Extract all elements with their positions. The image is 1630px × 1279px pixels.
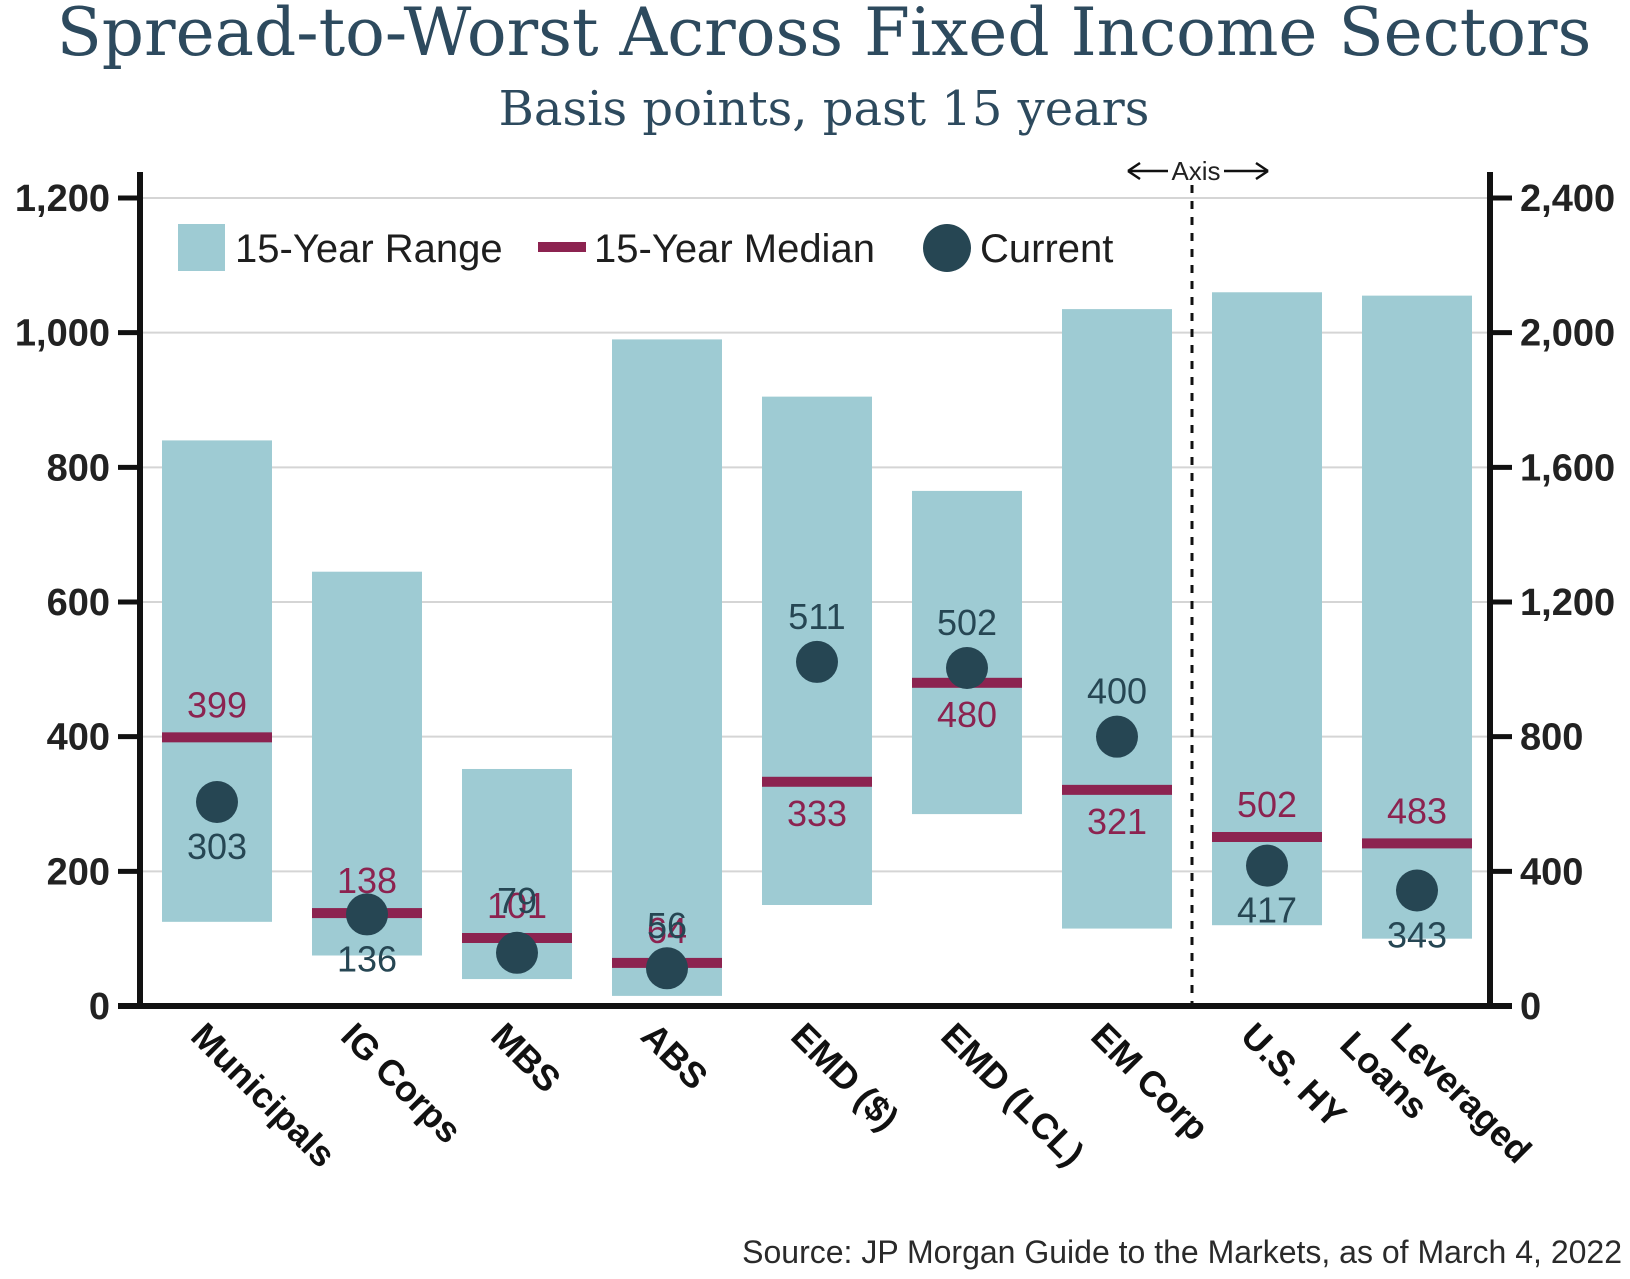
current-marker <box>346 893 388 936</box>
left-tick-label: 600 <box>47 582 110 624</box>
median-line <box>1362 838 1472 849</box>
current-label: 56 <box>647 905 687 946</box>
current-marker <box>496 931 538 974</box>
left-tick-label: 200 <box>47 851 110 893</box>
median-label: 138 <box>337 860 397 901</box>
current-label: 511 <box>788 596 845 637</box>
median-label: 399 <box>187 684 247 725</box>
current-marker <box>646 947 688 990</box>
right-tick-label: 2,000 <box>1520 313 1615 355</box>
category-label: EMD (LCL) <box>933 1015 1092 1174</box>
axis-note-label: Axis <box>1171 156 1220 186</box>
median-label: 64 <box>647 910 687 951</box>
right-tick-label: 1,200 <box>1520 582 1615 624</box>
range-bar <box>1062 309 1172 929</box>
median-line <box>162 732 272 743</box>
current-label: 400 <box>1087 671 1147 712</box>
right-tick-label: 800 <box>1520 717 1583 759</box>
chart-title: Spread-to-Worst Across Fixed Income Sect… <box>57 0 1592 71</box>
current-marker <box>946 646 988 689</box>
legend-current-marker <box>923 224 971 272</box>
median-line <box>1212 831 1322 842</box>
left-tick-label: 0 <box>89 986 110 1028</box>
left-tick-label: 1,200 <box>15 178 110 220</box>
median-label: 480 <box>937 694 997 735</box>
median-line <box>762 776 872 787</box>
legend-median-label: 15-Year Median <box>594 227 875 271</box>
legend-current-label: Current <box>980 227 1113 271</box>
range-bar <box>1362 295 1472 939</box>
left-tick-label: 1,000 <box>15 313 110 355</box>
axes: 0 200 400 600 800 1,000 1,200 0 400 800 1,200 1,600… <box>15 172 1615 1028</box>
category-label: LeveragedLoans <box>1332 993 1539 1200</box>
range-bar <box>312 571 422 956</box>
median-label: 502 <box>1237 784 1297 825</box>
right-tick-label: 400 <box>1520 851 1583 893</box>
right-tick-label: 1,600 <box>1520 447 1615 489</box>
category-label: MBS <box>483 1015 569 1101</box>
axis-note: Axis <box>1127 156 1269 186</box>
current-marker <box>196 780 238 823</box>
category-label: IG Corps <box>333 1015 469 1151</box>
current-label: 79 <box>497 880 537 921</box>
category-label: Municipals <box>183 1015 344 1176</box>
current-label: 303 <box>187 826 247 867</box>
category-label: U.S. HY <box>1233 1015 1354 1136</box>
right-tick-label: 2,400 <box>1520 178 1615 220</box>
category-label: ABS <box>633 1015 716 1098</box>
legend-median-swatch <box>538 242 586 252</box>
median-line <box>1062 784 1172 795</box>
left-tick-label: 400 <box>47 717 110 759</box>
right-tick-label: 0 <box>1520 986 1541 1028</box>
median-label: 483 <box>1387 790 1447 831</box>
range-bar <box>162 440 272 922</box>
current-marker <box>1246 844 1288 887</box>
legend-range-label: 15-Year Range <box>235 227 503 271</box>
range-bar <box>612 339 722 996</box>
legend-range-swatch <box>178 224 225 271</box>
median-label: 321 <box>1087 801 1147 842</box>
current-marker <box>1396 869 1438 912</box>
range-bar <box>1212 292 1322 926</box>
category-label: EM Corp <box>1083 1015 1217 1149</box>
current-marker <box>796 640 838 683</box>
current-marker <box>1096 715 1138 758</box>
left-tick-label: 800 <box>47 447 110 489</box>
median-label: 333 <box>787 793 847 834</box>
current-label: 502 <box>937 602 997 643</box>
current-label: 343 <box>1387 915 1447 956</box>
median-label: 101 <box>487 885 547 926</box>
current-label: 136 <box>337 938 397 979</box>
chart-subtitle: Basis points, past 15 years <box>499 81 1150 137</box>
source-note: Source: JP Morgan Guide to the Markets, … <box>742 1234 1622 1270</box>
legend: 15-Year Range 15-Year Median Current <box>178 224 1113 272</box>
category-label: EMD ($) <box>783 1015 907 1139</box>
current-label: 417 <box>1237 890 1297 931</box>
